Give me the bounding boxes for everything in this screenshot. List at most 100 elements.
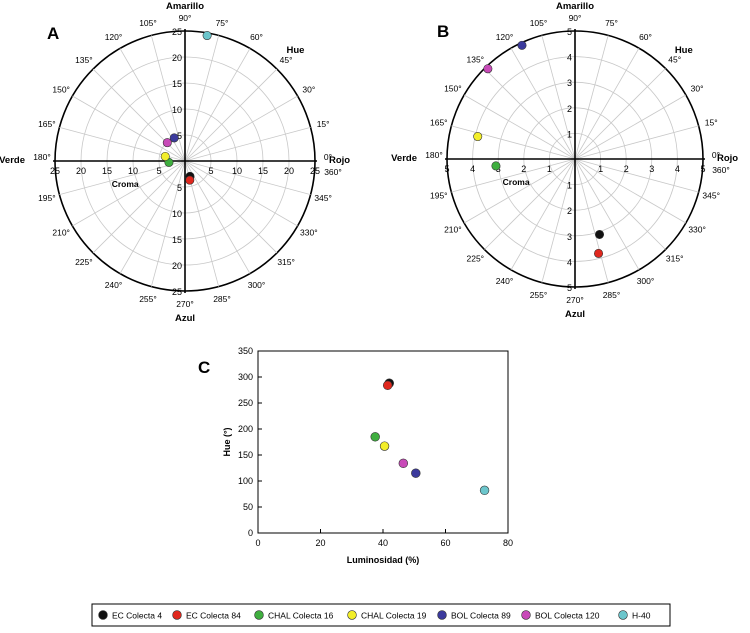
grid-spoke [541, 35, 576, 160]
grid-spoke [574, 158, 687, 224]
grid-spoke [150, 160, 186, 287]
data-point [595, 229, 605, 239]
angle-label: 270° [566, 295, 584, 305]
y-tick-label: 5 [177, 131, 182, 141]
data-point [517, 40, 527, 50]
data-point [169, 133, 179, 143]
y-tick-label: 150 [238, 450, 253, 460]
x-tick-label: 0 [255, 538, 260, 548]
x-tick-label: 15 [258, 166, 268, 176]
angle-label: 270° [176, 299, 194, 309]
grid-spoke [184, 160, 298, 227]
x-tick-label: 5 [156, 166, 161, 176]
angle-label: 330° [300, 228, 318, 238]
legend: EC Colecta 4 EC Colecta 84 CHAL Colecta 16… [91, 603, 671, 627]
grid-spoke [59, 160, 186, 196]
grid-spoke [463, 158, 576, 224]
axis-label-left: Verde [391, 153, 417, 164]
axis-label-right: Rojo [717, 153, 738, 164]
grid-spoke [451, 158, 576, 193]
x-tick-label: 20 [315, 538, 325, 548]
y-tick-label: 25 [172, 27, 182, 37]
angle-label: 0° [712, 150, 720, 160]
angle-label: 360° [712, 165, 730, 175]
angle-label: 240° [496, 276, 514, 286]
legend-label: EC Colecta 84 [186, 611, 241, 621]
angle-label: 60° [250, 32, 263, 42]
axis-label-top: Amarillo [556, 1, 594, 12]
x-tick-label: 1 [598, 164, 603, 174]
legend-marker [521, 610, 531, 620]
angle-label: 225° [467, 254, 485, 264]
grid-spoke [574, 68, 666, 160]
legend-frame [91, 603, 671, 627]
angle-label: 255° [139, 294, 157, 304]
data-point [483, 64, 493, 74]
angle-label: 90° [569, 13, 582, 23]
angle-label: 210° [444, 225, 462, 235]
y-tick-label: 50 [243, 502, 253, 512]
angle-label: 90° [179, 13, 192, 23]
angle-label: 300° [248, 280, 266, 290]
x-tick-label: 2 [521, 164, 526, 174]
grid-spoke [184, 35, 220, 162]
grid-spoke [484, 68, 576, 160]
x-tick-label: 40 [378, 538, 388, 548]
panel-label: C [198, 358, 210, 377]
grid-spoke [574, 94, 687, 160]
legend-marker [437, 610, 447, 620]
legend-marker [98, 610, 108, 620]
x-tick-label: 25 [50, 166, 60, 176]
y-tick-label: 3 [567, 232, 572, 242]
legend-label: BOL Colecta 120 [535, 611, 600, 621]
legend-marker [347, 610, 357, 620]
grid-spoke [451, 125, 576, 160]
x-tick-label: 20 [76, 166, 86, 176]
data-point [185, 175, 195, 185]
axis-label-bottom: Azul [175, 313, 195, 324]
grid-spoke [510, 158, 576, 271]
legend-marker [254, 610, 264, 620]
grid-spoke [574, 47, 640, 160]
polar-chart-a: A 25 25 25 25 20 20 20 20 15 15 15 15 10 10 10 10 5 5 5 5 0° 1… [0, 1, 350, 324]
y-tick-label: 300 [238, 372, 253, 382]
y-tick-label: 10 [172, 209, 182, 219]
data-point [370, 432, 380, 442]
angle-label: 315° [277, 257, 295, 267]
grid-spoke [92, 160, 186, 254]
grid-spoke [574, 125, 699, 160]
y-tick-label: 20 [172, 261, 182, 271]
y-tick-label: 5 [567, 27, 572, 37]
angle-label: 45° [280, 55, 293, 65]
angle-label: 180° [425, 150, 443, 160]
x-tick-label: 20 [284, 166, 294, 176]
axis-label-right: Rojo [329, 155, 350, 166]
angle-label: 195° [38, 193, 56, 203]
angle-label: 75° [216, 18, 229, 28]
angle-label: 105° [530, 18, 548, 28]
angle-label: 360° [324, 167, 342, 177]
grid-spoke [574, 158, 666, 250]
angle-label: 345° [314, 193, 332, 203]
panel-label: A [47, 24, 59, 43]
data-point [398, 458, 409, 469]
legend-marker [618, 610, 628, 620]
y-tick-label: 25 [172, 287, 182, 297]
angle-label: 135° [75, 55, 93, 65]
y-tick-label: 10 [172, 105, 182, 115]
data-point [491, 161, 501, 171]
legend-label: BOL Colecta 89 [451, 611, 511, 621]
grid-spoke [119, 160, 186, 274]
angle-label: 300° [637, 276, 655, 286]
grid-spoke [184, 160, 311, 196]
y-tick-label: 20 [172, 53, 182, 63]
croma-label: Croma [112, 179, 139, 189]
angle-label: 150° [444, 84, 462, 94]
angle-label: 240° [105, 280, 123, 290]
grid-spoke [184, 48, 251, 162]
grid-spoke [541, 158, 576, 283]
grid-spoke [72, 160, 186, 227]
legend-label: H-40 [632, 611, 651, 621]
y-tick-label: 4 [567, 257, 572, 267]
legend-label: CHAL Colecta 16 [268, 611, 334, 621]
